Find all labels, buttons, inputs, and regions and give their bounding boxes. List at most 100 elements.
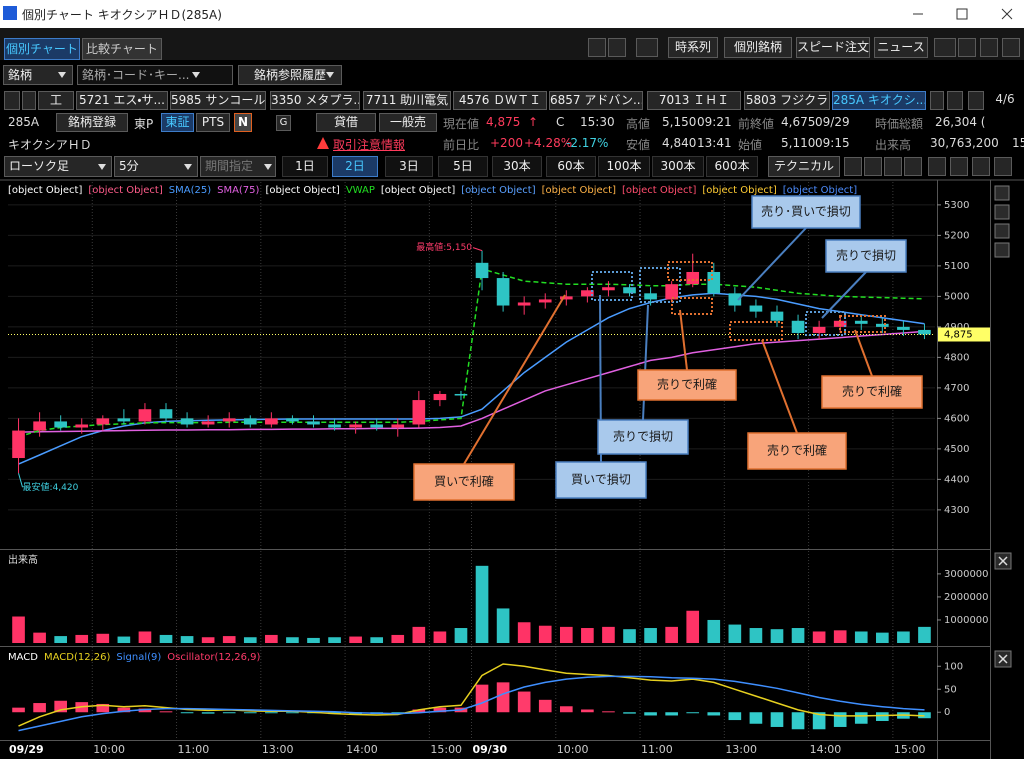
tab[interactable]: 個別チャート xyxy=(4,38,80,60)
candle-body xyxy=(75,424,89,428)
toolbar-icon[interactable] xyxy=(588,38,606,57)
warning-link[interactable]: 取引注意情報 xyxy=(333,138,406,152)
ticker-tab[interactable]: 4576 ＤＷＴＩ xyxy=(453,91,547,110)
x-tick-label: 11:00 xyxy=(641,743,673,756)
ticker-tab[interactable]: 3350 メタプラ... xyxy=(270,91,360,110)
volume-bar xyxy=(770,629,784,643)
tool-button[interactable] xyxy=(994,185,1010,201)
x xyxy=(998,654,1008,664)
candle-body xyxy=(918,329,931,335)
nav-prev[interactable] xyxy=(22,91,36,110)
nav-next[interactable] xyxy=(930,91,944,110)
page-indicator: 4/6 xyxy=(995,92,1015,106)
legend-label: [object Object] xyxy=(461,185,535,196)
candle-body xyxy=(222,418,236,422)
volume-bar xyxy=(433,631,447,643)
volume-bar xyxy=(328,637,341,643)
ticker-tab[interactable]: 6857 アドバン... xyxy=(549,91,643,110)
n-badge[interactable]: N xyxy=(234,113,252,132)
nav-back[interactable] xyxy=(968,91,984,110)
volume-bar xyxy=(602,626,615,643)
oscillator-bar xyxy=(412,709,426,713)
ticker-tab[interactable]: 285A キオクシ... xyxy=(832,91,926,110)
exchange[interactable]: 東証 xyxy=(161,113,194,132)
toolbar-icon[interactable] xyxy=(1002,38,1020,57)
tool-icon[interactable] xyxy=(972,157,990,176)
tab[interactable]: 比較チャート xyxy=(82,38,162,60)
technical-button[interactable]: テクニカル xyxy=(768,156,840,177)
candle-body xyxy=(812,326,826,333)
chart-type-select[interactable]: ローソク足 xyxy=(4,156,112,177)
toolbar-button[interactable]: 時系列 xyxy=(668,37,718,58)
volume-bar xyxy=(833,630,847,643)
toolbar-button[interactable]: 個別銘柄 xyxy=(724,37,792,58)
code: 285A xyxy=(8,115,40,129)
toolbar-icon[interactable] xyxy=(934,38,956,57)
window-controls[interactable] xyxy=(913,8,1013,20)
nav-last[interactable] xyxy=(947,91,963,110)
oscillator-bar xyxy=(433,707,447,713)
change-pct: +4.28% xyxy=(524,136,573,150)
tool-icon[interactable] xyxy=(994,157,1012,176)
symbol-input[interactable]: 銘柄･コード･キー... xyxy=(77,65,233,85)
candle-body xyxy=(180,418,194,425)
nav-first[interactable] xyxy=(4,91,20,110)
period-select[interactable]: 期間指定 xyxy=(200,156,276,177)
range-button[interactable]: 30本 xyxy=(492,156,542,177)
register-button[interactable]: 銘柄登録 xyxy=(56,113,128,132)
symbol-select[interactable]: 銘柄 xyxy=(3,65,73,85)
range-button[interactable]: 600本 xyxy=(706,156,758,177)
oscillator-bar xyxy=(496,682,510,713)
g-badge[interactable]: G xyxy=(276,115,291,131)
ticker-tab[interactable]: 7013 ＩＨＩ xyxy=(647,91,741,110)
range-button[interactable]: 60本 xyxy=(546,156,596,177)
candle-body xyxy=(559,296,573,300)
toolbar-button[interactable]: ニュース xyxy=(874,37,928,58)
callout-box xyxy=(751,195,861,229)
ticker-tab[interactable]: 7711 助川電気 xyxy=(363,91,451,110)
ticker-tab[interactable]: 5721 エス・サ... xyxy=(76,91,168,110)
tool-icon[interactable] xyxy=(928,157,946,176)
interval-select[interactable]: 5分 xyxy=(114,156,198,177)
market-cap: 26,304 ( xyxy=(935,115,986,129)
toolbar-icon[interactable] xyxy=(636,38,658,57)
candle-body xyxy=(644,293,657,300)
range-button[interactable]: 3日 xyxy=(385,156,433,177)
tool-icon[interactable] xyxy=(844,157,862,176)
tool-icon[interactable] xyxy=(904,157,922,176)
range-button[interactable]: 300本 xyxy=(652,156,704,177)
oscillator-bar xyxy=(791,712,805,730)
oscillator-bar xyxy=(876,712,889,721)
legend-label: [object Object] xyxy=(702,185,776,196)
tool-icon[interactable] xyxy=(864,157,882,176)
toolbar-icon[interactable] xyxy=(958,38,976,57)
range-button[interactable]: 5日 xyxy=(438,156,488,177)
time: 15:30 xyxy=(580,115,615,129)
range-button[interactable]: 100本 xyxy=(598,156,650,177)
tool-button[interactable] xyxy=(994,223,1010,239)
maximize[interactable] xyxy=(956,8,968,20)
ticker-tab[interactable]: 5985 サンコール xyxy=(170,91,266,110)
callout-text: 売りで損切 xyxy=(836,248,896,263)
ticker-tab[interactable]: 工 xyxy=(38,91,74,110)
tool-icon[interactable] xyxy=(950,157,968,176)
range-button[interactable]: 1日 xyxy=(282,156,328,177)
name: キオクシアＨＤ xyxy=(8,138,92,152)
volume-bar xyxy=(475,565,489,643)
toolbar-icon[interactable] xyxy=(608,38,626,57)
exchange[interactable]: PTS xyxy=(196,113,230,132)
ticker-tab[interactable]: 5803 フジクラ xyxy=(744,91,830,110)
history-select[interactable]: 銘柄参照履歴 xyxy=(238,65,342,85)
tool-icon[interactable] xyxy=(884,157,902,176)
range-button[interactable]: 2日 xyxy=(332,156,378,177)
line-series xyxy=(18,675,925,732)
x-tick-label: 10:00 xyxy=(93,743,125,756)
toolbar-icon[interactable] xyxy=(980,38,998,57)
close[interactable] xyxy=(1001,8,1013,20)
tool-button[interactable] xyxy=(994,204,1010,220)
highlight-box xyxy=(667,261,713,281)
tool-button[interactable] xyxy=(994,242,1010,258)
toolbar-button[interactable]: スピード注文 xyxy=(796,37,870,58)
oscillator-bar xyxy=(686,712,700,714)
legend-label: Oscillator(12,26,9) xyxy=(167,652,260,663)
